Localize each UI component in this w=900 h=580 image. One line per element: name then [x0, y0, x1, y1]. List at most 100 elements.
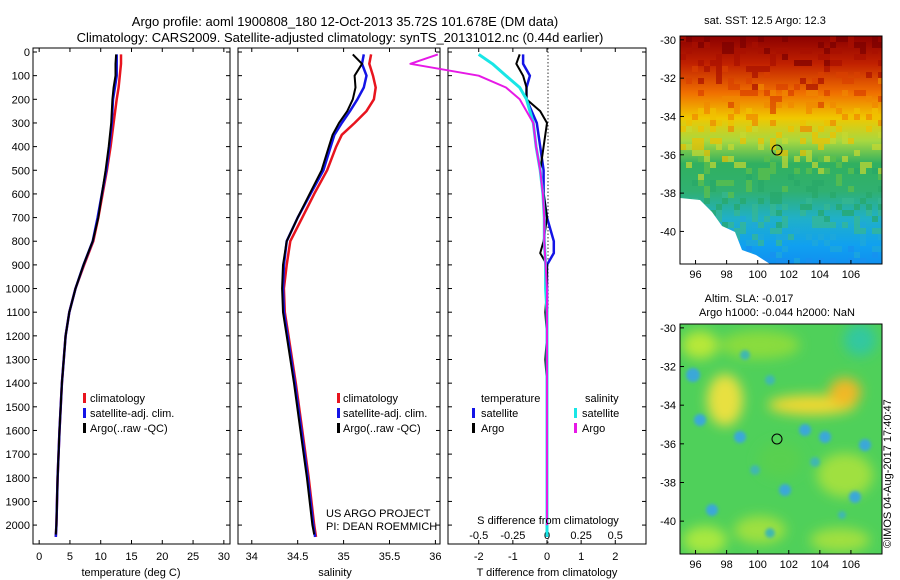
sst-pixel — [704, 150, 710, 156]
sst-pixel — [872, 216, 878, 222]
sst-pixel — [782, 54, 788, 60]
sst-pixel — [710, 108, 716, 114]
depth-tick-label: 1800 — [6, 473, 30, 485]
sst-pixel — [794, 60, 800, 66]
sst-pixel — [872, 246, 878, 252]
sst-pixel — [752, 90, 758, 96]
sst-pixel — [842, 222, 848, 228]
sst-pixel — [848, 114, 854, 120]
sst-pixel — [806, 258, 812, 264]
sst-pixel — [806, 126, 812, 132]
sst-pixel — [824, 60, 830, 66]
sst-pixel — [794, 228, 800, 234]
sst-pixel — [752, 216, 758, 222]
sst-pixel — [716, 204, 722, 210]
sst-pixel — [740, 216, 746, 222]
map-y-tick-label: -34 — [660, 111, 676, 123]
difference-panel: -2 -1 0 1 2 -0.5 -0.25 0 0.25 0.5 S difference f… — [409, 47, 647, 579]
sst-pixel — [854, 150, 860, 156]
sst-pixel — [692, 114, 698, 120]
legend-label-t-argo: Argo — [481, 423, 504, 435]
sst-pixel — [878, 174, 882, 180]
temperature-panel: 0100200300400500600700800900100011001200… — [6, 47, 231, 579]
sst-pixel — [818, 54, 824, 60]
sst-pixel — [806, 90, 812, 96]
sst-pixel — [878, 120, 882, 126]
sst-pixel — [818, 156, 824, 162]
depth-tick-label: 700 — [12, 213, 30, 225]
sst-pixel — [806, 234, 812, 240]
sst-pixel — [740, 138, 746, 144]
sst-pixel — [710, 162, 716, 168]
sst-pixel — [800, 138, 806, 144]
legend-label-argo-s: Argo(..raw -QC) — [343, 423, 421, 435]
sst-pixel — [860, 42, 866, 48]
legend-label-satellite-adj-s: satellite-adj. clim. — [343, 408, 427, 420]
sst-pixel — [686, 48, 692, 54]
sst-pixel — [692, 66, 698, 72]
sst-pixel — [800, 150, 806, 156]
sst-pixel — [830, 138, 836, 144]
sst-pixel — [782, 36, 788, 42]
sst-pixel — [860, 198, 866, 204]
sst-pixel — [812, 132, 818, 138]
sla-map-title: Altim. SLA: -0.017 — [705, 293, 794, 305]
sst-pixel — [770, 204, 776, 210]
sst-pixel — [776, 252, 782, 258]
x-tick-label: 0 — [544, 551, 550, 563]
sst-pixel — [752, 72, 758, 78]
map-x-tick-label: 104 — [811, 269, 829, 281]
map-x-tick-label: 102 — [780, 269, 798, 281]
sst-pixel — [860, 234, 866, 240]
sst-pixel — [836, 48, 842, 54]
sst-pixel — [770, 198, 776, 204]
sst-pixel — [806, 198, 812, 204]
legend-header-salinity: salinity — [585, 393, 619, 405]
sst-pixel — [746, 180, 752, 186]
sst-pixel — [812, 240, 818, 246]
sst-pixel — [854, 72, 860, 78]
sst-pixel — [758, 66, 764, 72]
salinity-panel: 34 34.5 35 35.5 36 salinity climatology sate… — [237, 47, 442, 579]
sst-pixel — [854, 222, 860, 228]
sst-pixel — [692, 138, 698, 144]
sst-pixel — [878, 144, 882, 150]
sst-pixel — [704, 156, 710, 162]
sst-pixel — [872, 48, 878, 54]
x-tick-label: 34.5 — [287, 551, 308, 563]
map-x-tick-label: 96 — [689, 559, 701, 571]
sst-pixel — [788, 234, 794, 240]
sst-pixel — [836, 180, 842, 186]
sst-pixel — [812, 102, 818, 108]
map-x-tick-label: 100 — [749, 559, 767, 571]
sst-pixel — [848, 198, 854, 204]
sst-pixel — [734, 204, 740, 210]
sst-pixel — [872, 168, 878, 174]
sst-pixel — [764, 102, 770, 108]
x-axis-t-difference: -2 -1 0 1 2 — [474, 48, 618, 563]
sst-pixel — [716, 66, 722, 72]
legend-swatch-argo-s — [337, 423, 340, 433]
sst-pixel — [878, 204, 882, 210]
sst-pixel — [830, 246, 836, 252]
sst-pixel — [812, 186, 818, 192]
sst-pixel — [728, 96, 734, 102]
sst-pixel — [764, 90, 770, 96]
map-y-tick-label: -40 — [660, 226, 676, 238]
legend-swatch-s-argo — [574, 423, 577, 433]
sst-pixel — [860, 228, 866, 234]
sst-pixel — [860, 90, 866, 96]
legend-label-satellite-adj: satellite-adj. clim. — [90, 408, 174, 420]
legend-label-s-satellite: satellite — [582, 408, 619, 420]
sst-pixel — [710, 120, 716, 126]
sst-pixel — [812, 162, 818, 168]
sst-pixel — [752, 210, 758, 216]
sst-pixel — [830, 132, 836, 138]
sst-pixel — [800, 204, 806, 210]
series-line-1-0 — [282, 54, 377, 538]
sst-pixel — [734, 60, 740, 66]
sst-pixel — [842, 114, 848, 120]
sst-pixel — [746, 66, 752, 72]
sst-pixel — [698, 42, 704, 48]
sst-pixel — [782, 150, 788, 156]
